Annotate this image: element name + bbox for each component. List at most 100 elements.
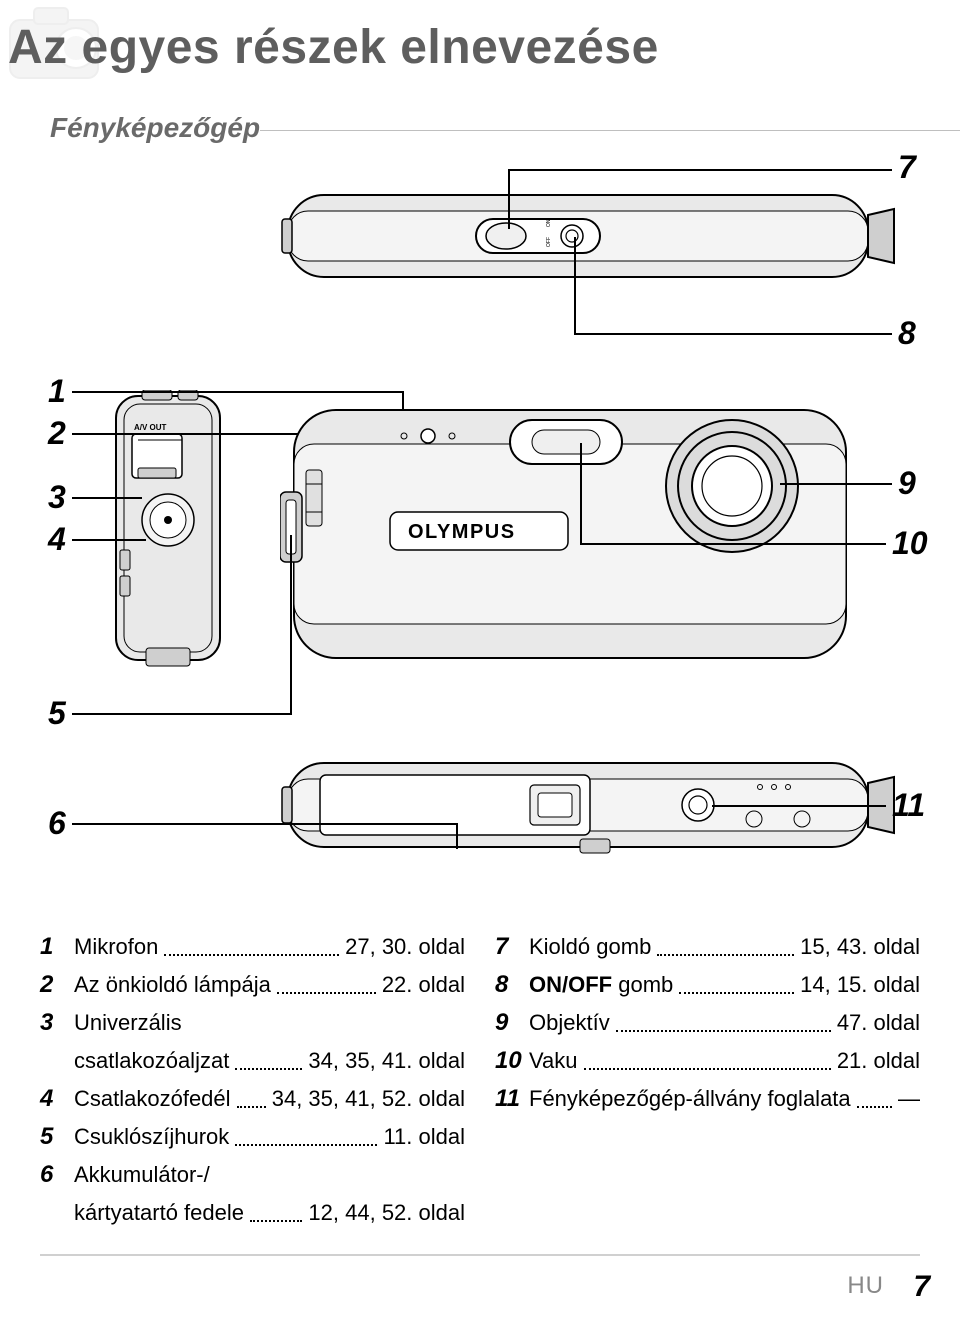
footer-page-number: 7 [913,1270,930,1304]
row-page: 11. oldal [383,1120,465,1154]
row-num: 9 [495,1006,529,1040]
footer-lang: HU [847,1272,884,1300]
leader-11 [712,805,886,807]
parts-row: 1Mikrofon 27, 30. oldal [40,930,465,964]
dots [616,1018,831,1032]
dots [277,980,376,994]
camera-diagram: ON/ OFF 7 8 A/V OUT USB [40,165,920,885]
row-num: 6 [40,1158,74,1192]
row-label: Fényképezőgép-állvány foglalata [529,1082,851,1116]
page: Az egyes részek elnevezése Fényképezőgép… [0,0,960,1326]
callout-8: 8 [898,315,916,352]
dots [235,1056,302,1070]
leader-3 [72,497,142,499]
callout-10: 10 [892,525,928,562]
callout-5: 5 [48,695,66,732]
row-num: 7 [495,930,529,964]
row-label: Az önkioldó lámpája [74,968,271,1002]
row-label: Akkumulátor-/ [74,1158,210,1192]
footer-rule [40,1254,920,1256]
dots [679,980,794,994]
row-label: csatlakozóaljzat [74,1044,229,1078]
leader-7 [508,169,510,229]
dots [164,942,339,956]
row-label: Mikrofon [74,930,158,964]
parts-col-left: 1Mikrofon 27, 30. oldal 2Az önkioldó lámp… [40,930,465,1234]
row-label: Univerzális [74,1006,182,1040]
row-num: 2 [40,968,74,1002]
onoff-label-off: OFF [546,237,552,247]
row-label: Csuklószíjhurok [74,1120,229,1154]
leader-1 [72,391,402,393]
brand-label: OLYMPUS [408,521,516,543]
row-page: 22. oldal [382,968,465,1002]
av-out-label: A/V OUT [134,423,167,432]
leader-6 [72,823,456,825]
callout-6: 6 [48,805,66,842]
callout-9: 9 [898,465,916,502]
leader-5b [290,535,292,715]
row-page: 34, 35, 41. oldal [308,1044,465,1078]
dots [235,1132,377,1146]
dots [237,1094,266,1108]
dots [857,1094,892,1108]
parts-row: 9Objektív 47. oldal [495,1006,920,1040]
dots [657,942,794,956]
page-subtitle: Fényképezőgép [50,112,260,144]
row-num: 4 [40,1082,74,1116]
leader-8 [574,237,576,333]
dots [584,1056,831,1070]
row-num: 3 [40,1006,74,1040]
parts-row: 10Vaku 21. oldal [495,1044,920,1078]
leader-5 [72,713,290,715]
parts-row: 11Fényképezőgép-állvány foglalata — [495,1082,920,1116]
row-page: 15, 43. oldal [800,930,920,964]
parts-row: 4Csatlakozófedél 34, 35, 41, 52. oldal [40,1082,465,1116]
row-page: — [898,1082,920,1116]
callout-11: 11 [892,787,925,824]
callout-4: 4 [48,521,66,558]
leader-4 [72,539,146,541]
camera-top-view: ON/ OFF [280,175,900,295]
row-label: Vaku [529,1044,578,1078]
row-page: 47. oldal [837,1006,920,1040]
parts-row: 3Univerzális csatlakozóaljzat 34, 35, 41.… [40,1006,465,1078]
row-num: 10 [495,1044,529,1078]
row-label: Kioldó gomb [529,930,651,964]
leader-6b [456,823,458,849]
subtitle-rule [260,130,960,131]
leader-10 [580,543,886,545]
row-num: 11 [495,1082,529,1116]
parts-row: 8ON/OFF gomb 14, 15. oldal [495,968,920,1002]
leader-8b [574,333,892,335]
callout-3: 3 [48,479,66,516]
leader-9 [780,483,892,485]
camera-side-view: A/V OUT USB [106,390,230,668]
row-num: 8 [495,968,529,1002]
parts-row: 6Akkumulátor-/ kártyatartó fedele 12, 44,… [40,1158,465,1230]
parts-row: 2Az önkioldó lámpája 22. oldal [40,968,465,1002]
callout-7: 7 [898,149,916,186]
leader-7b [508,169,892,171]
parts-col-right: 7Kioldó gomb 15, 43. oldal 8ON/OFF gomb 14… [495,930,920,1234]
row-label: Objektív [529,1006,610,1040]
row-num: 5 [40,1120,74,1154]
row-label: ON/OFF gomb [529,968,673,1002]
callout-1: 1 [48,373,66,410]
dots [250,1208,302,1222]
parts-row: 7Kioldó gomb 15, 43. oldal [495,930,920,964]
row-page: 14, 15. oldal [800,968,920,1002]
camera-front-view: OLYMPUS [280,400,860,670]
row-page: 34, 35, 41, 52. oldal [272,1082,465,1116]
row-page: 21. oldal [837,1044,920,1078]
row-label: Csatlakozófedél [74,1082,231,1116]
callout-2: 2 [48,415,66,452]
parts-lists: 1Mikrofon 27, 30. oldal 2Az önkioldó lámp… [40,930,920,1234]
row-label: kártyatartó fedele [74,1196,244,1230]
leader-10b [580,443,582,543]
page-title: Az egyes részek elnevezése [8,20,659,75]
row-page: 12, 44, 52. oldal [308,1196,465,1230]
row-page: 27, 30. oldal [345,930,465,964]
row-num: 1 [40,930,74,964]
onoff-label-on: ON/ [546,218,552,228]
